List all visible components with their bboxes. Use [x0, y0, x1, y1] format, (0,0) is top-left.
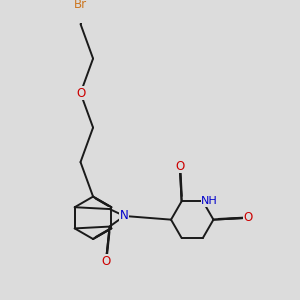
Text: O: O	[76, 87, 85, 100]
Text: O: O	[175, 160, 184, 173]
Text: O: O	[244, 211, 253, 224]
Text: NH: NH	[201, 196, 218, 206]
Text: O: O	[101, 255, 111, 268]
Text: Br: Br	[74, 0, 87, 11]
Text: N: N	[120, 209, 129, 223]
